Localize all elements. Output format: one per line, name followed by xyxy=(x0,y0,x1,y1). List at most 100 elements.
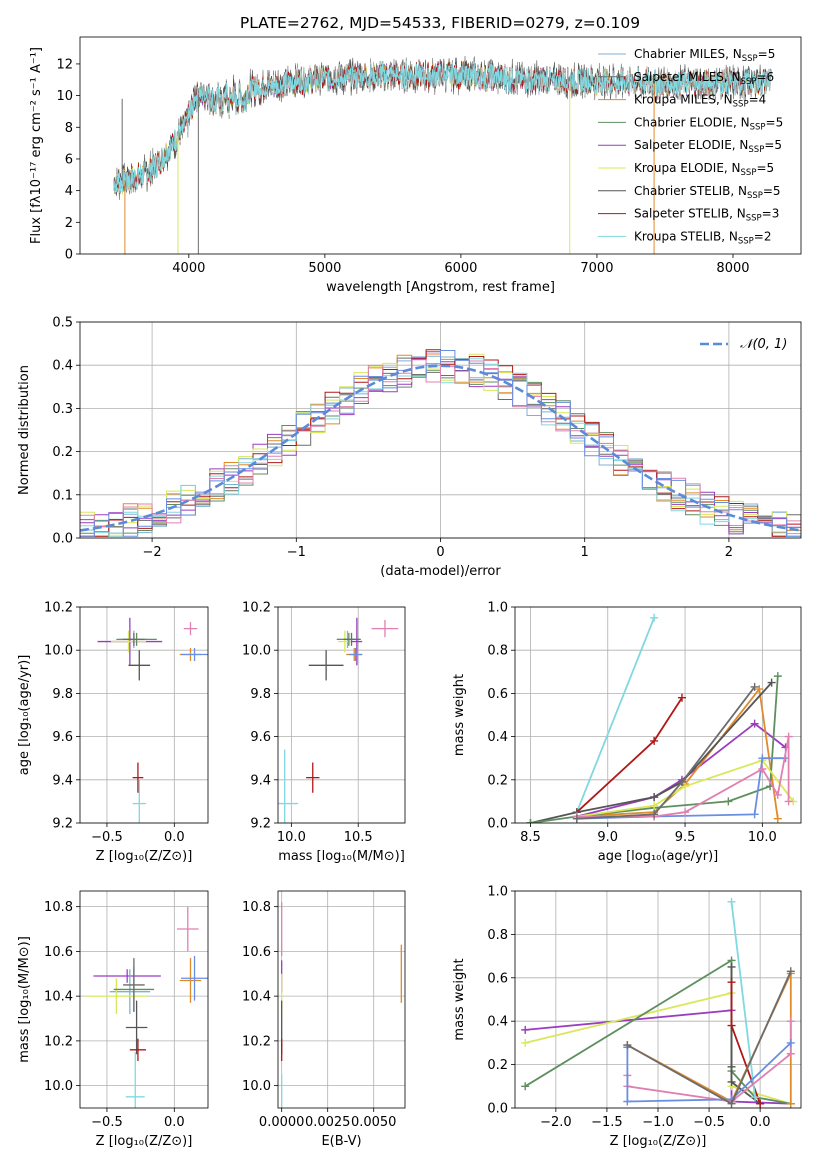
weight-marker xyxy=(758,754,767,763)
weight-marker xyxy=(786,967,795,976)
errorbar-points xyxy=(278,617,399,823)
y-tick-label: 9.8 xyxy=(52,687,73,702)
mass-vs-Z-panel: −0.5 0.0 10.0 10.2 10.4 10.6 10.8 Z [log₁₀(Z/Z⊙… xyxy=(17,890,209,1149)
weight-marker xyxy=(650,613,659,622)
spectrum-legend: Chabrier MILES, NSSP=5 Salpeter MILES, NS… xyxy=(598,47,783,246)
x-tick-label: −2.0 xyxy=(540,1115,572,1130)
x-tick-label: 4000 xyxy=(172,261,205,276)
age-vs-Z-panel: −0.5 0.0 9.2 9.4 9.6 9.8 10.0 10.2 Z [log₁₀(Z/Z⊙… xyxy=(17,601,209,864)
y-tick-label: 0 xyxy=(65,248,73,263)
y-tick-label: 10.2 xyxy=(242,601,271,616)
mass-vs-EBV-panel: 0.0000 0.0025 0.0050 10.0 10.2 10.4 10.6 10.8 E(… xyxy=(242,890,406,1149)
legend-label-subscript: SSP xyxy=(750,122,766,132)
legend-label-tail: =6 xyxy=(756,70,774,84)
weight-marker xyxy=(727,1021,736,1030)
y-tick-label: 12 xyxy=(56,57,73,72)
y-axis-label: mass [log₁₀(M/M⊙)] xyxy=(17,936,32,1063)
legend-label-subscript: SSP xyxy=(741,77,757,87)
weight-marker xyxy=(623,1097,632,1106)
y-tick-label: 0.0 xyxy=(487,817,508,832)
weight-marker xyxy=(773,790,782,799)
weight-marker xyxy=(727,1062,736,1071)
errorbar-point xyxy=(181,648,208,661)
x-tick-label: −0.5 xyxy=(91,1115,123,1130)
x-tick-label: 8000 xyxy=(716,261,749,276)
weight-marker xyxy=(750,719,759,728)
legend-label-tail: =5 xyxy=(758,47,776,61)
errorbar-point xyxy=(177,906,199,952)
errorbar-point xyxy=(371,619,399,638)
errorbar-point xyxy=(123,632,145,646)
weight-lines xyxy=(521,897,795,1108)
weight-marker xyxy=(623,1041,632,1050)
y-tick-label: 10.6 xyxy=(242,945,271,960)
axes-frame xyxy=(79,321,802,539)
legend-label: Salpeter STELIB, NSSP=3 xyxy=(634,207,779,224)
x-tick-label: −0.5 xyxy=(91,830,123,845)
x-axis-label: mass [log₁₀(M/M⊙)] xyxy=(278,849,405,864)
legend-label-tail: =5 xyxy=(756,161,774,175)
x-tick-label: 0.0050 xyxy=(351,1115,397,1130)
weight-marker xyxy=(786,1038,795,1047)
weight-marker xyxy=(756,1099,765,1108)
weight-marker xyxy=(727,1099,736,1108)
weight-marker xyxy=(681,782,690,791)
x-tick-label: −1.5 xyxy=(591,1115,623,1130)
panels: 4000 5000 6000 7000 8000024681012wavelength … xyxy=(17,36,802,1149)
x-tick-label: 7000 xyxy=(580,261,613,276)
errorbar-point xyxy=(125,1052,145,1108)
errorbar-point xyxy=(128,650,151,681)
axes-frame xyxy=(79,890,209,1109)
x-tick-label: 6000 xyxy=(444,261,477,276)
y-axis-label: mass weight xyxy=(452,674,467,756)
y-tick-label: 9.4 xyxy=(250,773,271,788)
weight-marker xyxy=(751,1093,760,1102)
weight-marker xyxy=(786,1099,795,1108)
weight-series-line xyxy=(530,676,779,823)
y-tick-label: 2 xyxy=(65,216,73,231)
x-axis-label: (data-model)/error xyxy=(380,564,501,579)
legend-label-tail: =5 xyxy=(763,184,781,198)
y-tick-label: 10.4 xyxy=(242,990,271,1005)
errorbar-points xyxy=(85,906,208,1108)
errorbar-point xyxy=(179,958,202,1003)
weight-marker xyxy=(727,897,736,906)
legend-label-subscript: SSP xyxy=(748,145,764,155)
y-tick-label: 10.0 xyxy=(44,1079,73,1094)
legend-label-subscript: SSP xyxy=(742,54,758,64)
normal-curve xyxy=(80,364,801,532)
weight-marker xyxy=(526,819,535,823)
y-tick-label: 9.6 xyxy=(52,730,73,745)
x-tick-label: 0.0 xyxy=(164,1115,185,1130)
x-axis-label: Z [log₁₀(Z/Z⊙)] xyxy=(96,849,193,864)
legend-label: Chabrier ELODIE, NSSP=5 xyxy=(634,115,783,132)
weight-marker xyxy=(784,732,793,741)
x-tick-label: 5000 xyxy=(308,261,341,276)
spectrum-panel: 4000 5000 6000 7000 8000 0 2 4 6 8 10 12 wavelength … xyxy=(29,36,802,295)
weight-marker xyxy=(767,678,776,687)
y-tick-label: 9.2 xyxy=(250,817,271,832)
y-tick-label: 0.3 xyxy=(52,402,73,417)
weight-marker xyxy=(750,810,759,819)
weight-series-line xyxy=(576,686,756,820)
weight-marker xyxy=(677,693,686,702)
x-tick-label: 9.0 xyxy=(597,830,618,845)
y-tick-label: 10.8 xyxy=(242,900,271,915)
y-tick-label: 0.5 xyxy=(52,316,73,331)
legend-label-subscript: SSP xyxy=(738,236,754,246)
y-tick-label: 10.2 xyxy=(44,601,73,616)
errorbar-point xyxy=(85,978,148,1015)
weight-vs-age-panel: 8.5 9.0 9.5 10.0 0.0 0.2 0.4 0.6 0.8 1.0 age [log₁… xyxy=(452,601,802,864)
errorbar-point xyxy=(278,749,299,823)
weight-marker xyxy=(521,1025,530,1034)
y-tick-label: 10 xyxy=(56,89,73,104)
x-axis-label: age [log₁₀(age/yr)] xyxy=(598,849,719,864)
y-axis-label: mass weight xyxy=(452,958,467,1040)
errorbar-points xyxy=(281,902,402,1108)
x-tick-label: −1.0 xyxy=(642,1115,674,1130)
legend-label-subscript: SSP xyxy=(746,214,762,224)
errorbar-point xyxy=(110,630,147,653)
weight-marker xyxy=(786,1049,795,1058)
weight-marker xyxy=(650,801,659,810)
